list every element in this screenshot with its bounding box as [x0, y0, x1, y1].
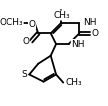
Text: NH: NH	[83, 18, 96, 27]
Text: S: S	[22, 70, 27, 79]
Text: CH₃: CH₃	[53, 11, 70, 20]
Text: O: O	[92, 29, 99, 38]
Text: O: O	[22, 37, 29, 46]
Text: O: O	[29, 20, 36, 29]
Text: CH₃: CH₃	[65, 78, 82, 87]
Text: OCH₃: OCH₃	[0, 18, 23, 27]
Text: NH: NH	[71, 40, 85, 49]
